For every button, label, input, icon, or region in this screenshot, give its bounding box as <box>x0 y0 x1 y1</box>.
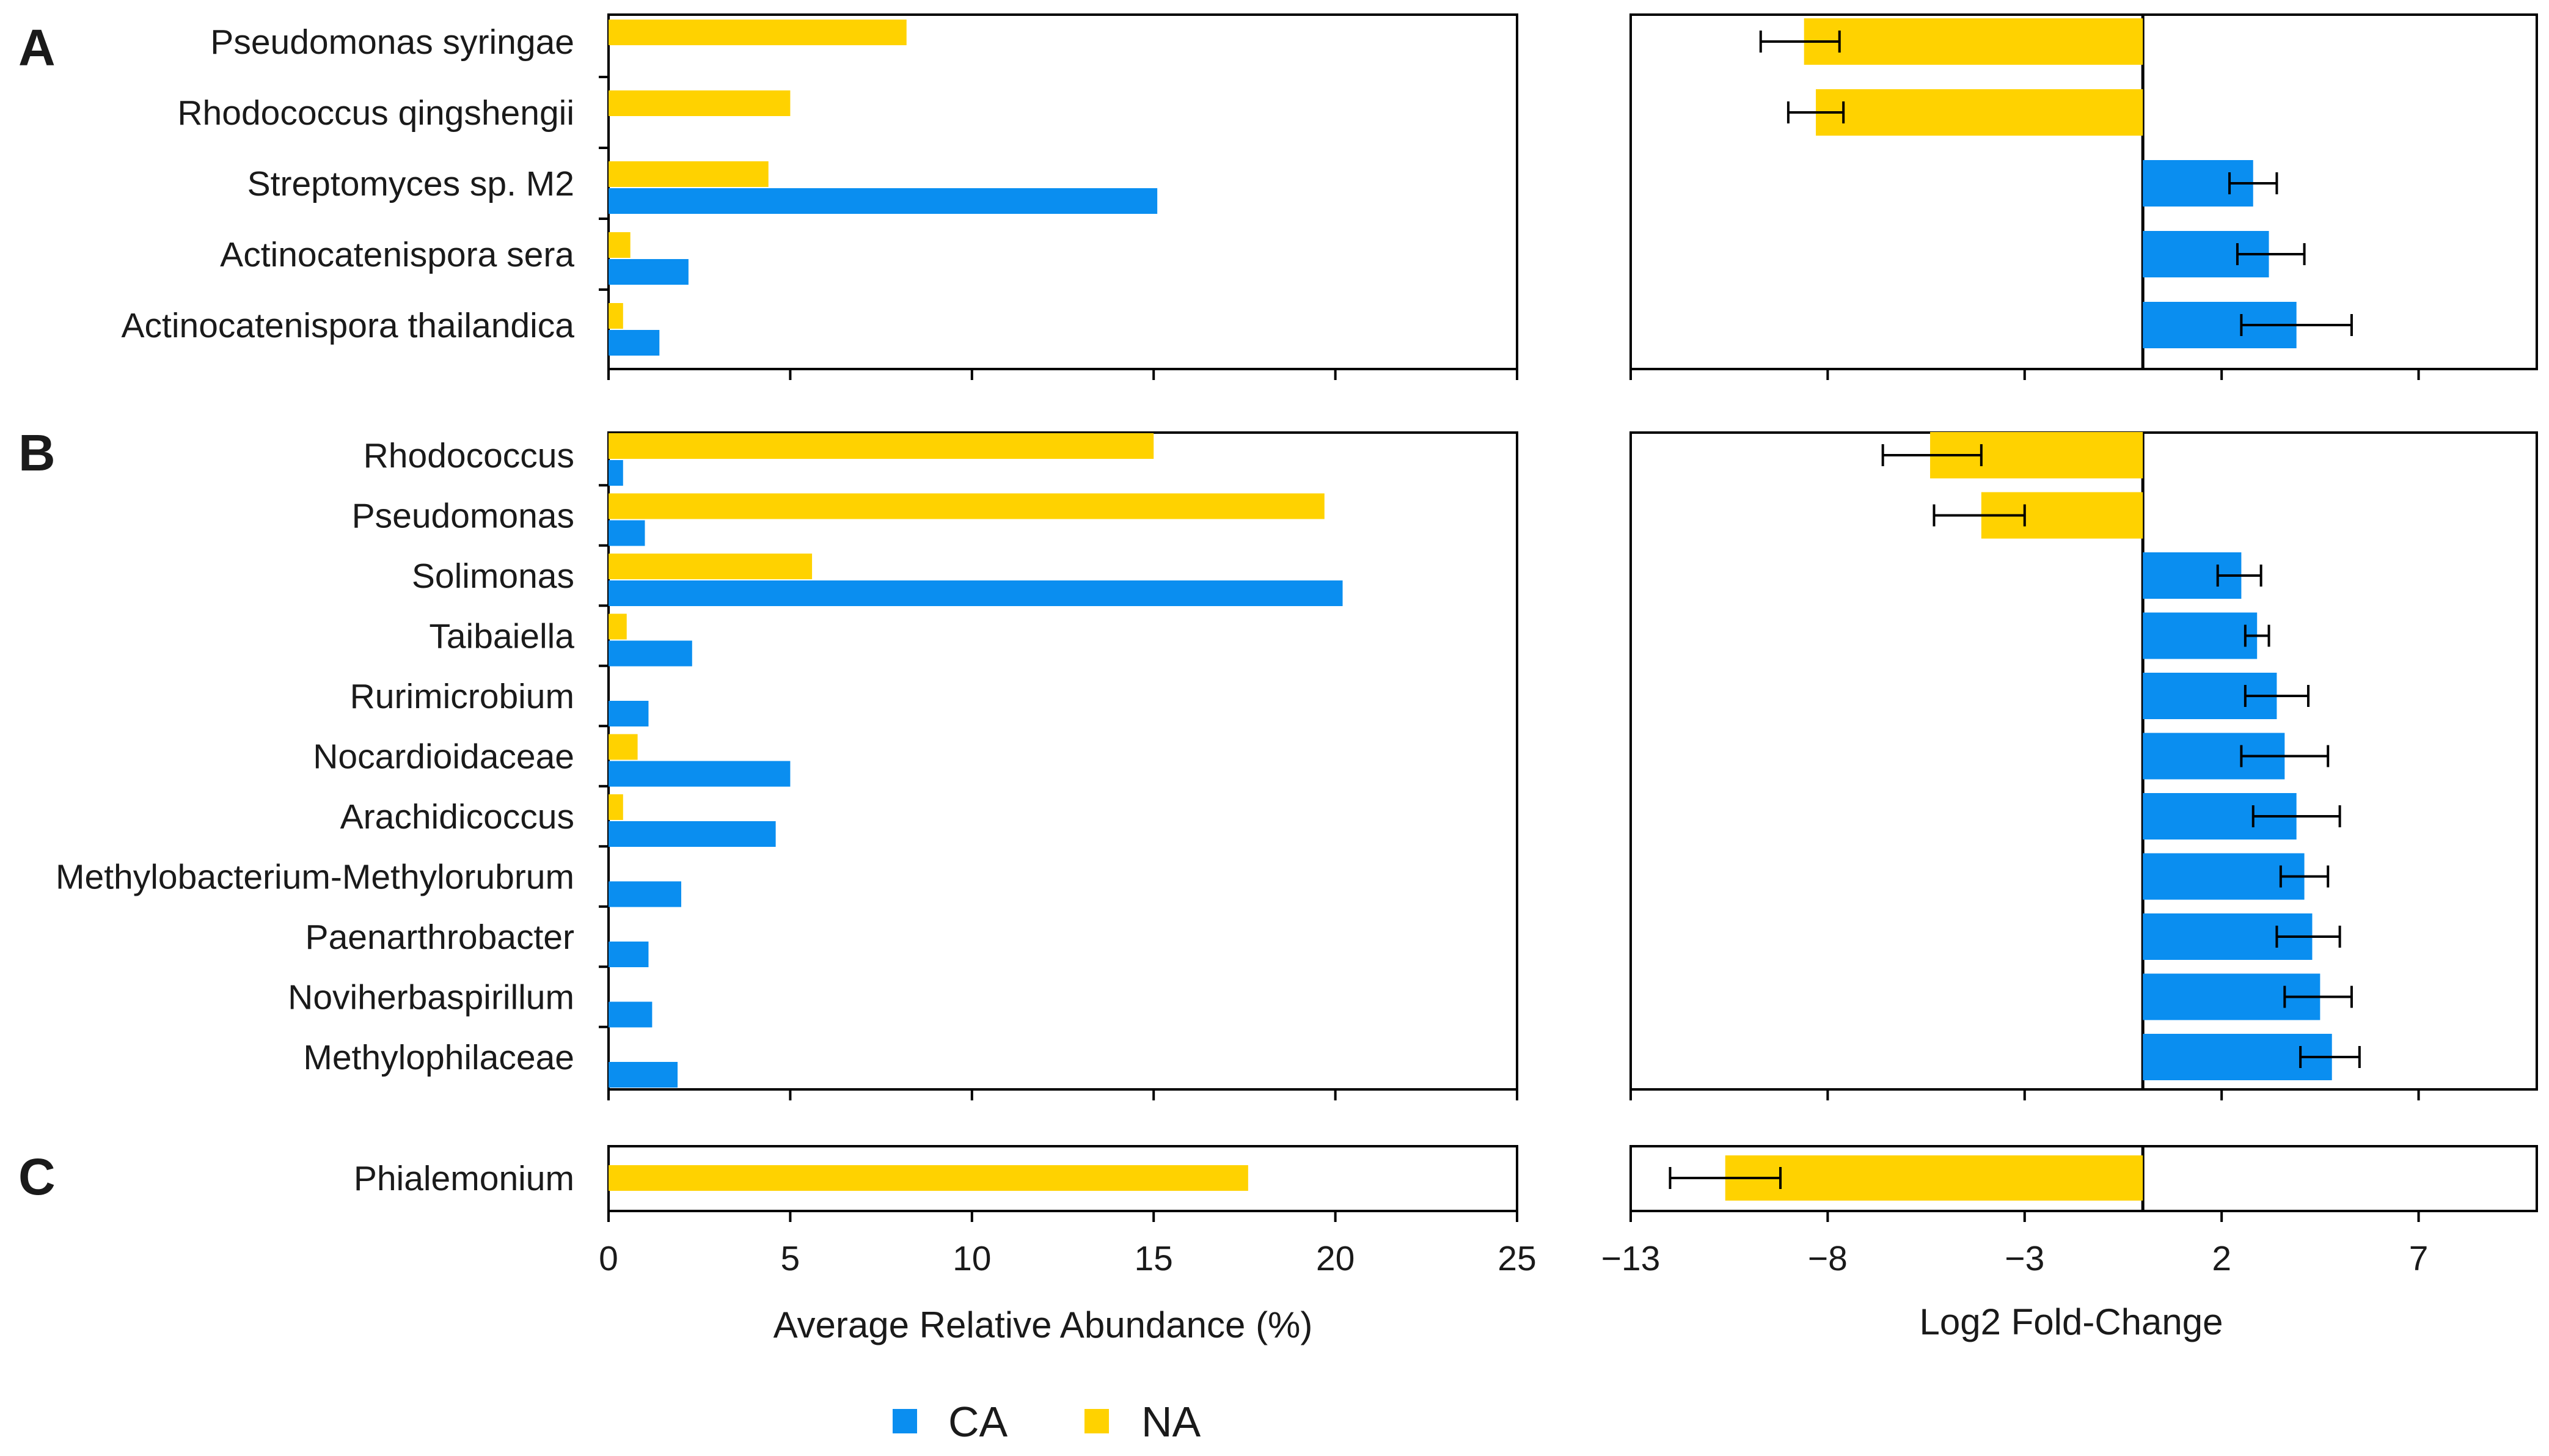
right-xtick-label-3: 2 <box>2212 1239 2231 1278</box>
panel-letter-b: B <box>18 424 56 481</box>
right-xtick-label-2: −3 <box>2005 1239 2044 1278</box>
bar-ca-nocardioidaceae <box>609 761 791 787</box>
bar-na-streptomyces-sp-m2 <box>609 161 769 187</box>
fold-bar-taibaiella <box>2143 612 2258 659</box>
category-label-rurimicrobium: Rurimicrobium <box>350 677 574 716</box>
bar-ca-streptomyces-sp-m2 <box>609 188 1158 214</box>
category-label-rhodococcus: Rhodococcus <box>364 436 574 475</box>
panel-letter-a: A <box>18 19 56 76</box>
category-label-paenarthrobacter: Paenarthrobacter <box>305 918 574 957</box>
legend: CA NA <box>893 1398 1201 1446</box>
bar-ca-methylobacterium-methylorubrum <box>609 881 681 907</box>
bar-na-phialemonium <box>609 1165 1248 1191</box>
legend-label-na: NA <box>1141 1398 1201 1446</box>
category-label-noviherbaspirillum: Noviherbaspirillum <box>288 978 574 1017</box>
category-label-pseudomonas-syringae: Pseudomonas syringae <box>210 23 574 62</box>
left-xtick-label-3: 15 <box>1134 1239 1172 1278</box>
bar-ca-arachidicoccus <box>609 821 776 847</box>
right-xtick-label-1: −8 <box>1808 1239 1848 1278</box>
fold-bar-phialemonium <box>1725 1155 2143 1201</box>
legend-label-ca: CA <box>948 1398 1008 1446</box>
legend-swatch-na <box>1084 1409 1109 1433</box>
bar-ca-noviherbaspirillum <box>609 1001 653 1028</box>
bar-na-solimonas <box>609 554 813 579</box>
category-label-methylobacterium-methylorubrum: Methylobacterium-Methylorubrum <box>56 858 574 897</box>
bar-ca-rhodococcus <box>609 460 623 486</box>
category-label-phialemonium: Phialemonium <box>354 1159 574 1198</box>
legend-swatch-ca <box>893 1409 917 1433</box>
panel-a-right-frame <box>1629 13 2538 370</box>
right-axis-title: Log2 Fold-Change <box>1919 1301 2223 1342</box>
category-label-solimonas: Solimonas <box>412 557 574 596</box>
bar-ca-actinocatenispora-sera <box>609 259 689 285</box>
right-xtick-label-4: 7 <box>2409 1239 2429 1278</box>
panel-frames <box>599 13 2538 1222</box>
bar-ca-taibaiella <box>609 640 692 667</box>
panel-c-right-frame <box>1629 1145 2538 1212</box>
left-xtick-label-5: 25 <box>1498 1239 1536 1278</box>
panel-letter-c: C <box>18 1148 56 1205</box>
bar-na-pseudomonas <box>609 493 1325 519</box>
bar-na-pseudomonas-syringae <box>609 20 907 45</box>
bar-na-taibaiella <box>609 613 627 640</box>
left-axis-title: Average Relative Abundance (%) <box>773 1304 1313 1345</box>
left-xtick-label-0: 0 <box>599 1239 618 1278</box>
left-xtick-label-2: 10 <box>953 1239 991 1278</box>
bar-ca-paenarthrobacter <box>609 942 649 967</box>
category-label-arachidicoccus: Arachidicoccus <box>340 797 574 836</box>
bar-na-nocardioidaceae <box>609 734 638 760</box>
category-label-actinocatenispora-thailandica: Actinocatenispora thailandica <box>122 306 575 345</box>
fold-bar-pseudomonas-syringae <box>1804 18 2143 65</box>
bar-ca-pseudomonas <box>609 520 645 546</box>
category-label-actinocatenispora-sera: Actinocatenispora sera <box>220 235 574 274</box>
category-label-methylophilaceae: Methylophilaceae <box>303 1038 574 1077</box>
bar-na-rhodococcus-qingshengii <box>609 90 791 116</box>
left-xtick-label-4: 20 <box>1316 1239 1355 1278</box>
right-xtick-label-0: −13 <box>1601 1239 1661 1278</box>
category-label-nocardioidaceae: Nocardioidaceae <box>313 737 574 777</box>
category-label-streptomyces-sp-m2: Streptomyces sp. M2 <box>247 164 574 203</box>
bars-layer <box>609 18 2361 1201</box>
bar-ca-methylophilaceae <box>609 1062 678 1088</box>
bar-na-actinocatenispora-sera <box>609 232 631 258</box>
fold-bar-methylobacterium-methylorubrum <box>2143 853 2305 900</box>
fold-bar-rhodococcus-qingshengii <box>1816 89 2143 136</box>
left-xtick-label-1: 5 <box>781 1239 800 1278</box>
bar-ca-solimonas <box>609 580 1343 606</box>
labels-layer: A Pseudomonas syringae Rhodococcus qingshe… <box>18 19 2428 1278</box>
bar-na-rhodococcus <box>609 433 1154 459</box>
bar-na-actinocatenispora-thailandica <box>609 303 623 329</box>
category-label-pseudomonas: Pseudomonas <box>352 497 574 536</box>
bar-ca-actinocatenispora-thailandica <box>609 330 660 356</box>
bar-na-arachidicoccus <box>609 794 623 820</box>
bar-ca-rurimicrobium <box>609 701 649 726</box>
category-label-rhodococcus-qingshengii: Rhodococcus qingshengii <box>177 93 574 133</box>
category-label-taibaiella: Taibaiella <box>429 617 574 656</box>
